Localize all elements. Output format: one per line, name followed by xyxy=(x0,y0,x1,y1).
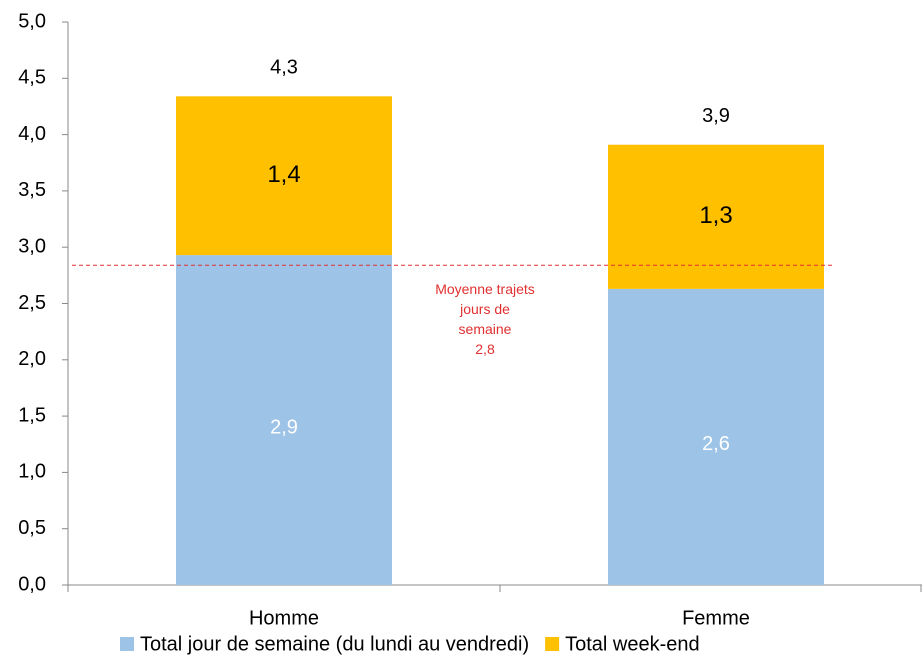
x-tick-label: Femme xyxy=(682,607,750,629)
legend-swatch xyxy=(545,637,560,651)
y-tick-label: 0,0 xyxy=(18,573,46,595)
total-label: 3,9 xyxy=(702,105,730,127)
value-label: 2,9 xyxy=(270,416,298,438)
legend-swatch xyxy=(120,637,134,651)
legend-label: Total jour de semaine (du lundi au vendr… xyxy=(140,633,529,655)
y-tick-label: 4,0 xyxy=(18,123,46,145)
y-tick-label: 0,5 xyxy=(18,517,46,539)
reference-label: Moyenne trajets xyxy=(435,281,535,297)
bar-segment xyxy=(176,96,392,256)
value-label: 1,4 xyxy=(267,161,300,188)
bar-segment xyxy=(608,288,824,585)
bar-segment xyxy=(176,255,392,585)
reference-label: jours de xyxy=(459,301,510,317)
legend-label: Total week-end xyxy=(565,633,700,655)
x-tick-label: Homme xyxy=(249,607,319,629)
y-tick-label: 1,5 xyxy=(18,404,46,426)
y-tick-label: 3,0 xyxy=(18,235,46,257)
y-tick-label: 4,5 xyxy=(18,67,46,89)
y-tick-label: 5,0 xyxy=(18,10,46,32)
reference-label: 2,8 xyxy=(475,341,495,357)
value-label: 2,6 xyxy=(702,433,730,455)
total-label: 4,3 xyxy=(270,57,298,79)
y-tick-label: 3,5 xyxy=(18,179,46,201)
y-tick-label: 2,0 xyxy=(18,348,46,370)
y-tick-label: 1,0 xyxy=(18,461,46,483)
reference-label: semaine xyxy=(459,321,512,337)
value-label: 1,3 xyxy=(699,202,732,229)
y-tick-label: 2,5 xyxy=(18,292,46,314)
